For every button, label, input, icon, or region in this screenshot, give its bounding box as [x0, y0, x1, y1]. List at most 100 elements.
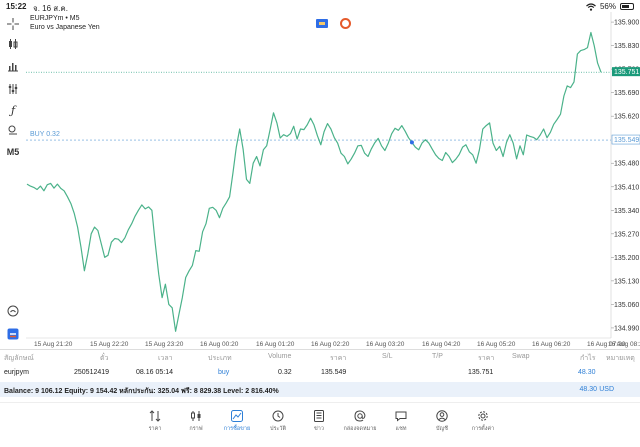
adjust-icon[interactable]	[4, 80, 22, 98]
entry-marker	[409, 140, 414, 145]
col-price-current: ราคา	[478, 355, 495, 362]
x-tick-label: 16 Aug 06:20	[532, 341, 571, 348]
x-tick-label: 16 Aug 04:20	[422, 341, 461, 348]
nav-trade[interactable]: การซื้อขาย	[217, 409, 257, 433]
signal-icon[interactable]	[340, 18, 351, 29]
col-ticket: ตั๋ว	[100, 355, 109, 362]
x-tick-label: 15 Aug 23:20	[145, 341, 184, 348]
col-sl: S/L	[382, 353, 393, 360]
battery-icon	[620, 3, 634, 10]
timeframe-button[interactable]: M5	[6, 147, 20, 157]
status-date: จ. 16 ส.ค.	[33, 4, 68, 13]
col-tp: T/P	[432, 353, 443, 360]
indicators-icon[interactable]	[4, 57, 22, 75]
row-symbol: eurjpym	[4, 369, 29, 376]
balance-summary: Balance: 9 106.12 Equity: 9 154.42 หลักป…	[4, 388, 279, 395]
x-tick-label: 16 Aug 07:20	[587, 341, 626, 348]
x-tick-label: 16 Aug 08:2	[608, 341, 640, 348]
nav-mailbox[interactable]: กล่องจดหมาย	[340, 409, 380, 433]
y-tick-label: 135.900	[614, 20, 639, 27]
left-toolbar: ƒ M5	[0, 12, 26, 347]
y-tick-label: 135.130	[614, 278, 639, 285]
x-tick-label: 16 Aug 05:20	[477, 341, 516, 348]
nav-settings[interactable]: การตั้งค่า	[463, 409, 503, 433]
y-tick-label: 135.690	[614, 90, 639, 97]
buy-line-label: BUY 0.32	[30, 131, 60, 138]
y-tick-label: 135.060	[614, 302, 639, 309]
x-tick-label: 15 Aug 22:20	[90, 341, 129, 348]
y-tick-label: 135.270	[614, 231, 639, 238]
history-icon	[271, 409, 285, 423]
balance-bar: Balance: 9 106.12 Equity: 9 154.42 หลักป…	[0, 382, 640, 397]
total-profit: 48.30	[579, 386, 597, 393]
x-tick-label: 15 Aug 21:20	[34, 341, 73, 348]
buy-price-tag-label: 135.549	[614, 137, 639, 144]
wifi-icon	[586, 2, 596, 11]
status-bar: 15:22 จ. 16 ส.ค. 56%	[0, 0, 640, 13]
buy-price-tag	[611, 134, 640, 145]
nav-quotes-label: ราคา	[148, 426, 162, 432]
symbol-description: Euro vs Japanese Yen	[30, 24, 100, 31]
account-currency: USD	[599, 386, 614, 393]
col-type: ประเภท	[208, 355, 232, 362]
chat-icon	[394, 409, 408, 423]
col-comment: หมายเหตุ	[606, 355, 635, 362]
y-tick-label: 135.410	[614, 184, 639, 191]
price-chart[interactable]: 135.900135.830135.760135.690135.620135.4…	[26, 12, 640, 348]
y-tick-label: 134.990	[614, 325, 639, 332]
nav-account[interactable]: บัญชี	[422, 409, 462, 433]
nav-history-label: ประวัติ	[269, 426, 287, 432]
row-volume: 0.32	[278, 369, 292, 376]
mailbox-icon	[353, 409, 367, 423]
col-swap: Swap	[512, 353, 530, 360]
row-price-current: 135.751	[468, 369, 494, 376]
nav-settings-label: การตั้งค่า	[471, 426, 495, 432]
chart-icon	[189, 409, 203, 423]
row-time: 08.16 05:14	[136, 369, 173, 376]
nav-news[interactable]: ข่าว	[299, 409, 339, 433]
price-series-line	[26, 31, 602, 332]
bid-price-tag	[612, 67, 640, 77]
col-symbol: สัญลักษณ์	[4, 355, 34, 362]
chart-area[interactable]: 135.900135.830135.760135.690135.620135.4…	[26, 12, 640, 348]
x-tick-label: 16 Aug 01:20	[256, 341, 295, 348]
positions-table-header: สัญลักษณ์ ตั๋ว เวลา ประเภท Volume ราคา S…	[0, 349, 640, 363]
crosshair-icon[interactable]	[4, 15, 22, 33]
y-tick-label: 135.340	[614, 208, 639, 215]
row-price-open: 135.549	[321, 369, 347, 376]
settings-icon	[476, 409, 490, 423]
one-click-trading-icon[interactable]	[316, 19, 328, 28]
col-volume: Volume	[268, 353, 292, 360]
nav-quotes[interactable]: ราคา	[135, 409, 175, 433]
col-time: เวลา	[158, 355, 173, 362]
y-tick-label: 135.200	[614, 255, 639, 262]
status-time: 15:22	[6, 2, 27, 11]
function-icon[interactable]: ƒ	[10, 103, 16, 117]
nav-news-label: ข่าว	[314, 426, 324, 432]
symbol-title: EURJPYm • M5	[30, 15, 80, 22]
battery-percent: 56%	[599, 2, 616, 11]
nav-chat[interactable]: แชท	[381, 409, 421, 433]
news-icon	[312, 409, 326, 423]
nav-chart[interactable]: กราฟ	[176, 409, 216, 433]
y-tick-label: 135.480	[614, 161, 639, 168]
search-icon[interactable]	[4, 302, 22, 320]
nav-history[interactable]: ประวัติ	[258, 409, 298, 433]
row-profit: 48.30	[578, 369, 596, 376]
position-row[interactable]: eurjpym 250512419 08.16 05:14 buy 0.32 1…	[0, 366, 640, 380]
oneclick-toggle-icon[interactable]	[4, 325, 22, 343]
x-tick-label: 16 Aug 02:20	[311, 341, 350, 348]
row-ticket: 250512419	[74, 369, 110, 376]
y-tick-label: 135.830	[614, 43, 639, 50]
nav-trade-label: การซื้อขาย	[223, 426, 251, 432]
candlestick-icon[interactable]	[4, 35, 22, 53]
x-tick-label: 16 Aug 03:20	[366, 341, 405, 348]
bid-price-tag-label: 135.751	[614, 69, 639, 76]
account-icon	[435, 409, 449, 423]
quotes-icon	[148, 409, 162, 423]
x-tick-label: 16 Aug 00:20	[200, 341, 239, 348]
nav-account-label: บัญชี	[436, 426, 448, 432]
objects-icon[interactable]	[4, 121, 22, 139]
nav-mailbox-label: กล่องจดหมาย	[343, 426, 377, 432]
status-right: 56%	[586, 2, 634, 11]
